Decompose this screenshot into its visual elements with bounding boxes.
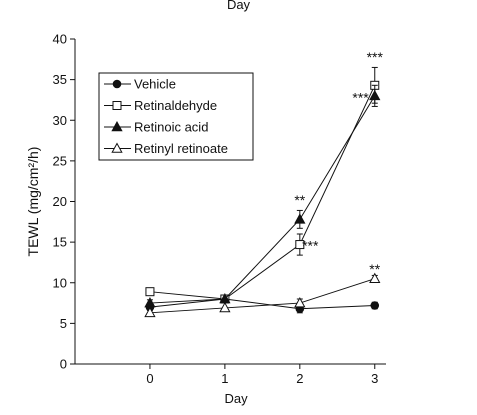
y-tick-label: 40	[53, 32, 67, 47]
significance-marker: ***	[302, 237, 319, 253]
data-point-retinaldehyde	[295, 240, 305, 250]
data-point-retinyl-retinoate	[144, 306, 156, 318]
data-point-retinaldehyde	[145, 287, 155, 297]
series-line-vehicle	[149, 298, 375, 310]
legend-marker-retinyl-retinoate	[111, 142, 123, 153]
legend: Vehicle Retinaldehyde Retinoic acid Retinyl…	[98, 72, 254, 161]
y-tick-label: 5	[60, 316, 67, 331]
x-tick-label: 3	[371, 371, 378, 386]
y-tick-label: 20	[53, 194, 67, 209]
data-point-retinyl-retinoate	[294, 297, 306, 308]
axes: 0 5 10 15 20 25 30 35 40 0 1 2 3 Day TEWL (mg/cm²/h)	[25, 32, 386, 406]
series-line-retinoic-acid	[149, 95, 376, 304]
data-point-retinyl-retinoate	[219, 301, 231, 313]
series-retinyl-retinoate	[144, 272, 381, 318]
legend-label-retinyl-retinoate: Retinyl retinoate	[134, 141, 228, 156]
y-axis-title: TEWL (mg/cm²/h)	[25, 147, 41, 257]
y-tick-label: 25	[53, 153, 67, 168]
legend-marker-vehicle	[112, 79, 122, 89]
legend-label-retinaldehyde: Retinaldehyde	[134, 98, 217, 113]
data-point-vehicle	[370, 301, 380, 310]
legend-label-vehicle: Vehicle	[134, 77, 176, 92]
significance-marker: **	[294, 192, 305, 208]
x-axis-title: Day	[225, 391, 249, 406]
data-point-retinoic-acid	[369, 89, 381, 101]
significance-marker: **	[369, 261, 380, 277]
y-tick-label: 15	[53, 235, 67, 250]
y-tick-label: 35	[53, 72, 67, 87]
legend-marker-retinoic-acid	[111, 120, 123, 132]
series-line-retinyl-retinoate	[149, 278, 375, 314]
series-vehicle	[145, 294, 380, 314]
series-retinoic-acid	[144, 84, 381, 308]
y-tick-label: 30	[53, 113, 67, 128]
x-tick-label: 1	[221, 371, 228, 386]
legend-marker-retinaldehyde	[112, 101, 122, 110]
significance-annotations: *************	[294, 49, 383, 277]
x-tick-label: 0	[146, 371, 153, 386]
data-point-retinyl-retinoate	[369, 272, 381, 283]
significance-marker: ***	[352, 90, 369, 106]
top-caption: Day	[226, 0, 251, 12]
significance-marker: ***	[367, 49, 384, 65]
series-layer	[144, 66, 381, 318]
y-tick-label: 0	[60, 357, 67, 372]
x-tick-label: 2	[296, 371, 303, 386]
series-line-retinaldehyde	[149, 85, 376, 300]
legend-label-retinoic-acid: Retinoic acid	[134, 120, 208, 135]
y-tick-label: 10	[53, 275, 67, 290]
data-point-retinoic-acid	[294, 213, 306, 224]
legend-box	[98, 72, 254, 161]
